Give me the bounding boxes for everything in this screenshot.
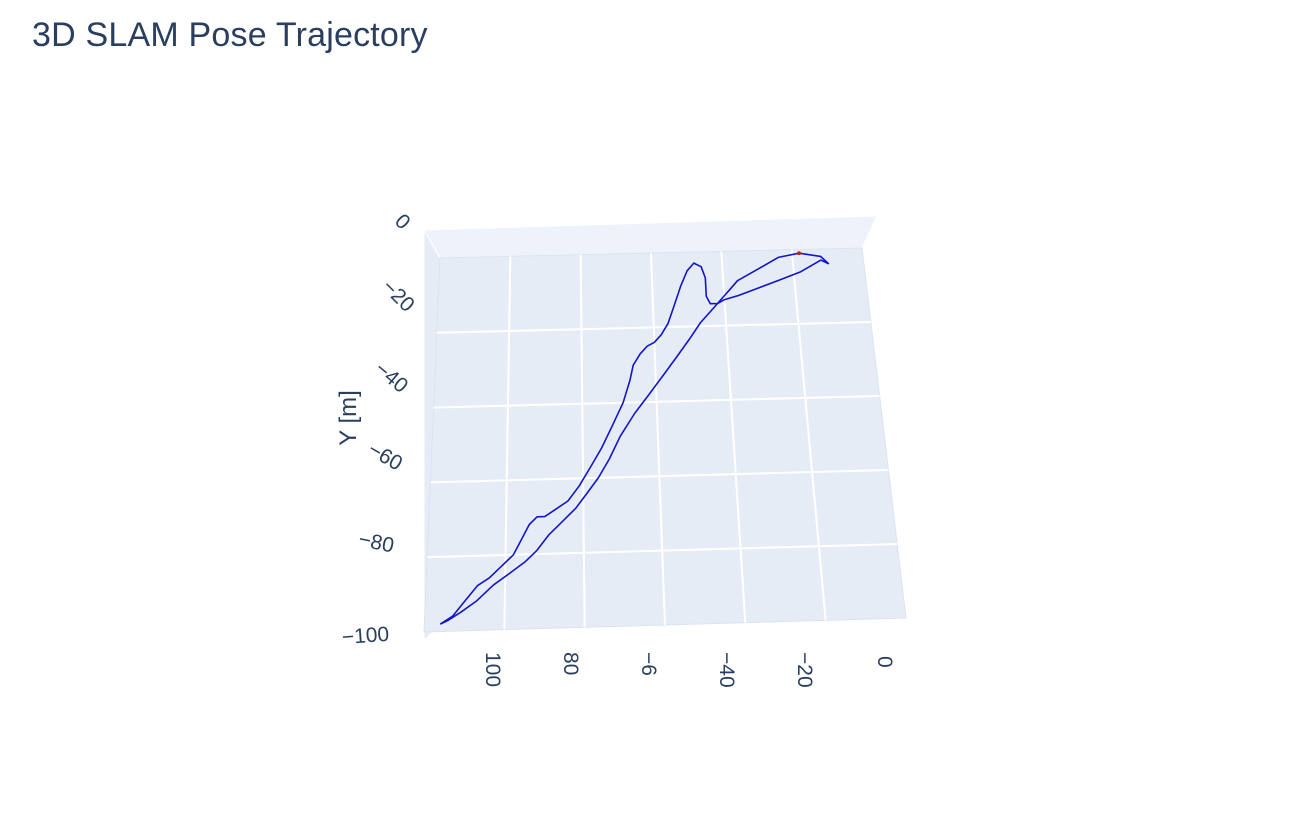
x-tick-label: 0 (873, 656, 896, 668)
plot-floor (423, 247, 907, 633)
trajectory-end-marker (797, 251, 802, 256)
x-tick-label: −6 (637, 652, 660, 676)
grid-line-x (790, 249, 827, 621)
y-tick-label: −60 (364, 438, 406, 476)
y-tick-label: −20 (377, 275, 418, 316)
grid-lines (427, 249, 898, 630)
x-axis-ticks: 100 80 −6 −40 −20 0 (481, 652, 896, 688)
x-tick-label: −20 (793, 652, 816, 688)
grid-line-y (436, 321, 871, 334)
chart-title: 3D SLAM Pose Trajectory (32, 16, 428, 54)
y-tick-label: −80 (356, 528, 396, 558)
y-tick-label: −40 (370, 357, 412, 398)
grid-line-y (427, 543, 898, 559)
grid-line-y (430, 469, 889, 484)
trajectory-line[interactable] (439, 252, 830, 625)
grid-line-x (579, 254, 586, 628)
x-tick-label: −40 (715, 652, 738, 688)
grid-line-x (650, 252, 666, 626)
x-tick-label: 100 (481, 652, 504, 687)
y-axis-title: Y [m] (335, 390, 362, 446)
x-tick-label: 80 (559, 652, 582, 675)
grid-line-y (433, 395, 880, 409)
y-tick-label: −100 (341, 623, 390, 649)
grid-line-x (720, 251, 747, 623)
y-tick-label: 0 (390, 210, 415, 235)
grid-line-x (503, 256, 512, 630)
